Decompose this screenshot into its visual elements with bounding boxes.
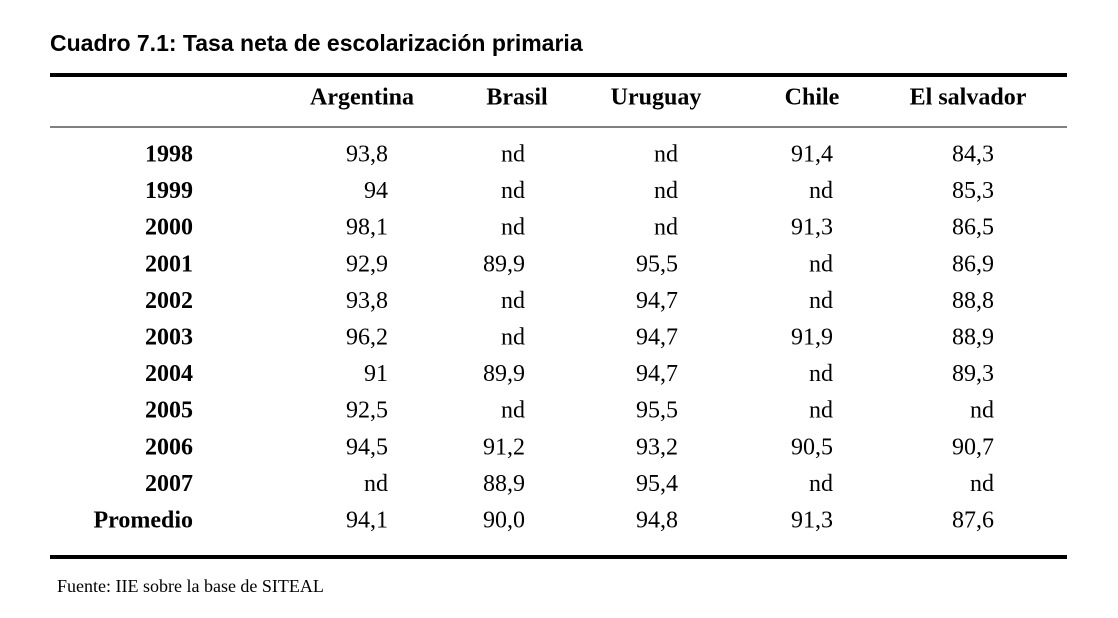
row-label: 2006 bbox=[145, 434, 193, 460]
table-cell: 88,9 bbox=[483, 471, 525, 497]
table-title: Cuadro 7.1: Tasa neta de escolarización … bbox=[50, 30, 583, 56]
table-cell: 94,8 bbox=[636, 508, 678, 534]
table-cell: 86,9 bbox=[952, 251, 994, 277]
column-header: El salvador bbox=[910, 85, 1027, 111]
column-header: Chile bbox=[785, 85, 840, 111]
table-cell: nd bbox=[654, 142, 678, 168]
table-cell: nd bbox=[970, 471, 994, 497]
table-cell: 89,9 bbox=[483, 251, 525, 277]
table-cell: 95,5 bbox=[636, 251, 678, 277]
table-cell: nd bbox=[809, 398, 833, 424]
column-header: Argentina bbox=[310, 85, 414, 111]
row-label: 2003 bbox=[145, 325, 193, 351]
table-cell: nd bbox=[809, 361, 833, 387]
table-cell: 91,4 bbox=[791, 142, 833, 168]
table-cell: 85,3 bbox=[952, 178, 994, 204]
table-cell: 91,2 bbox=[483, 434, 525, 460]
table-cell: 90,0 bbox=[483, 508, 525, 534]
source-note: Fuente: IIE sobre la base de SITEAL bbox=[57, 576, 324, 596]
table-cell: 88,8 bbox=[952, 288, 994, 314]
table-cell: nd bbox=[501, 325, 525, 351]
table-cell: nd bbox=[970, 398, 994, 424]
table-cell: 91 bbox=[364, 361, 388, 387]
row-label: 1998 bbox=[145, 142, 193, 168]
row-label: 2001 bbox=[145, 251, 193, 277]
table-cell: 87,6 bbox=[952, 508, 994, 534]
table-cell: 98,1 bbox=[346, 215, 388, 241]
table-cell: nd bbox=[809, 251, 833, 277]
table-cell: nd bbox=[809, 471, 833, 497]
table-cell: 94,7 bbox=[636, 361, 678, 387]
table-cell: 92,5 bbox=[346, 398, 388, 424]
table-cell: 95,4 bbox=[636, 471, 678, 497]
row-label: 2005 bbox=[145, 398, 193, 424]
column-header: Brasil bbox=[486, 85, 548, 111]
table-cell: 94,5 bbox=[346, 434, 388, 460]
table-cell: 95,5 bbox=[636, 398, 678, 424]
table-cell: 88,9 bbox=[952, 325, 994, 351]
table-cell: nd bbox=[809, 178, 833, 204]
table-cell: 84,3 bbox=[952, 142, 994, 168]
table-cell: 96,2 bbox=[346, 325, 388, 351]
row-label: Promedio bbox=[93, 508, 193, 534]
column-header: Uruguay bbox=[611, 85, 702, 111]
table-cell: 89,9 bbox=[483, 361, 525, 387]
table-cell: nd bbox=[501, 178, 525, 204]
table-cell: nd bbox=[654, 215, 678, 241]
table-cell: 93,8 bbox=[346, 288, 388, 314]
row-label: 2002 bbox=[145, 288, 193, 314]
table-cell: 91,3 bbox=[791, 215, 833, 241]
table-cell: nd bbox=[501, 288, 525, 314]
table-cell: 93,8 bbox=[346, 142, 388, 168]
table-cell: nd bbox=[501, 215, 525, 241]
table-cell: nd bbox=[654, 178, 678, 204]
table-cell: 94,7 bbox=[636, 288, 678, 314]
row-label: 2007 bbox=[145, 471, 193, 497]
table-cell: nd bbox=[501, 142, 525, 168]
table-cell: nd bbox=[364, 471, 388, 497]
table-cell: 90,7 bbox=[952, 434, 994, 460]
table-cell: 94,1 bbox=[346, 508, 388, 534]
table-cell: 94,7 bbox=[636, 325, 678, 351]
table-cell: nd bbox=[501, 398, 525, 424]
row-label: 1999 bbox=[145, 178, 193, 204]
table-cell: nd bbox=[809, 288, 833, 314]
table-cell: 91,9 bbox=[791, 325, 833, 351]
table-cell: 93,2 bbox=[636, 434, 678, 460]
table-cell: 92,9 bbox=[346, 251, 388, 277]
table-cell: 94 bbox=[364, 178, 388, 204]
row-label: 2000 bbox=[145, 215, 193, 241]
table-cell: 90,5 bbox=[791, 434, 833, 460]
table-cell: 91,3 bbox=[791, 508, 833, 534]
table-cell: 89,3 bbox=[952, 361, 994, 387]
row-label: 2004 bbox=[145, 361, 193, 387]
table-cell: 86,5 bbox=[952, 215, 994, 241]
